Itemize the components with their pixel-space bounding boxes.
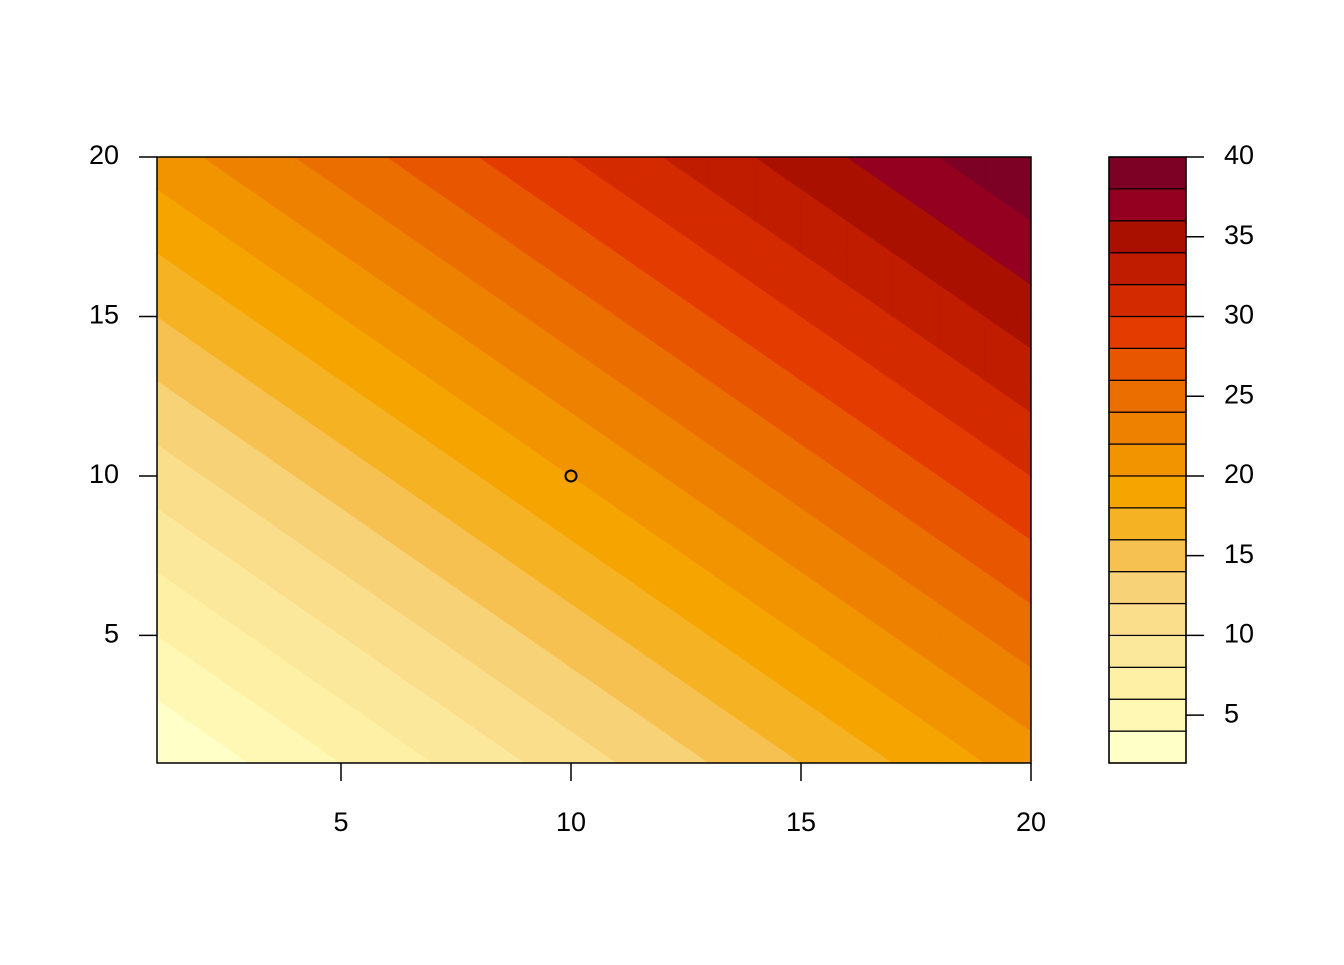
legend-swatch xyxy=(1108,571,1187,605)
y-tick-label: 10 xyxy=(89,459,119,489)
legend-tick-label: 30 xyxy=(1224,300,1254,330)
legend-swatch xyxy=(1108,252,1187,286)
legend-tick-label: 35 xyxy=(1224,220,1254,250)
legend-tick-label: 25 xyxy=(1224,379,1254,409)
point xyxy=(564,469,578,483)
legend-swatch xyxy=(1108,379,1187,413)
legend-swatch xyxy=(1108,634,1187,668)
legend-swatch xyxy=(1108,475,1187,509)
legend-tick-label: 15 xyxy=(1224,539,1254,569)
x-tick-label: 15 xyxy=(786,807,816,837)
legend-swatch xyxy=(1108,411,1187,445)
legend-swatch xyxy=(1108,220,1187,254)
legend-swatch xyxy=(1108,443,1187,477)
contour-field xyxy=(156,156,1032,764)
legend-swatch xyxy=(1108,698,1187,732)
plot-frame xyxy=(156,156,1032,764)
y-tick-label: 20 xyxy=(89,140,119,170)
legend-swatch xyxy=(1108,730,1187,764)
legend-swatch xyxy=(1108,283,1187,318)
y-tick-label: 15 xyxy=(89,300,119,330)
y-tick-label: 5 xyxy=(104,619,119,649)
legend-tick-label: 40 xyxy=(1224,140,1254,170)
legend-tick-label: 10 xyxy=(1224,619,1254,649)
x-tick-label: 10 xyxy=(556,807,586,837)
legend-swatch xyxy=(1108,188,1187,222)
legend-tick-label: 20 xyxy=(1224,459,1254,489)
legend-swatch xyxy=(1108,507,1187,541)
legend-swatch xyxy=(1108,347,1187,381)
legend-swatch xyxy=(1108,156,1187,190)
x-tick-label: 5 xyxy=(333,807,348,837)
legend-swatch xyxy=(1108,539,1187,573)
legend-swatch xyxy=(1108,602,1187,637)
legend-swatch xyxy=(1108,315,1187,349)
legend-frame xyxy=(1108,156,1187,764)
legend-swatch xyxy=(1108,666,1187,700)
x-tick-label: 20 xyxy=(1016,807,1046,837)
legend-tick-label: 5 xyxy=(1224,698,1239,728)
